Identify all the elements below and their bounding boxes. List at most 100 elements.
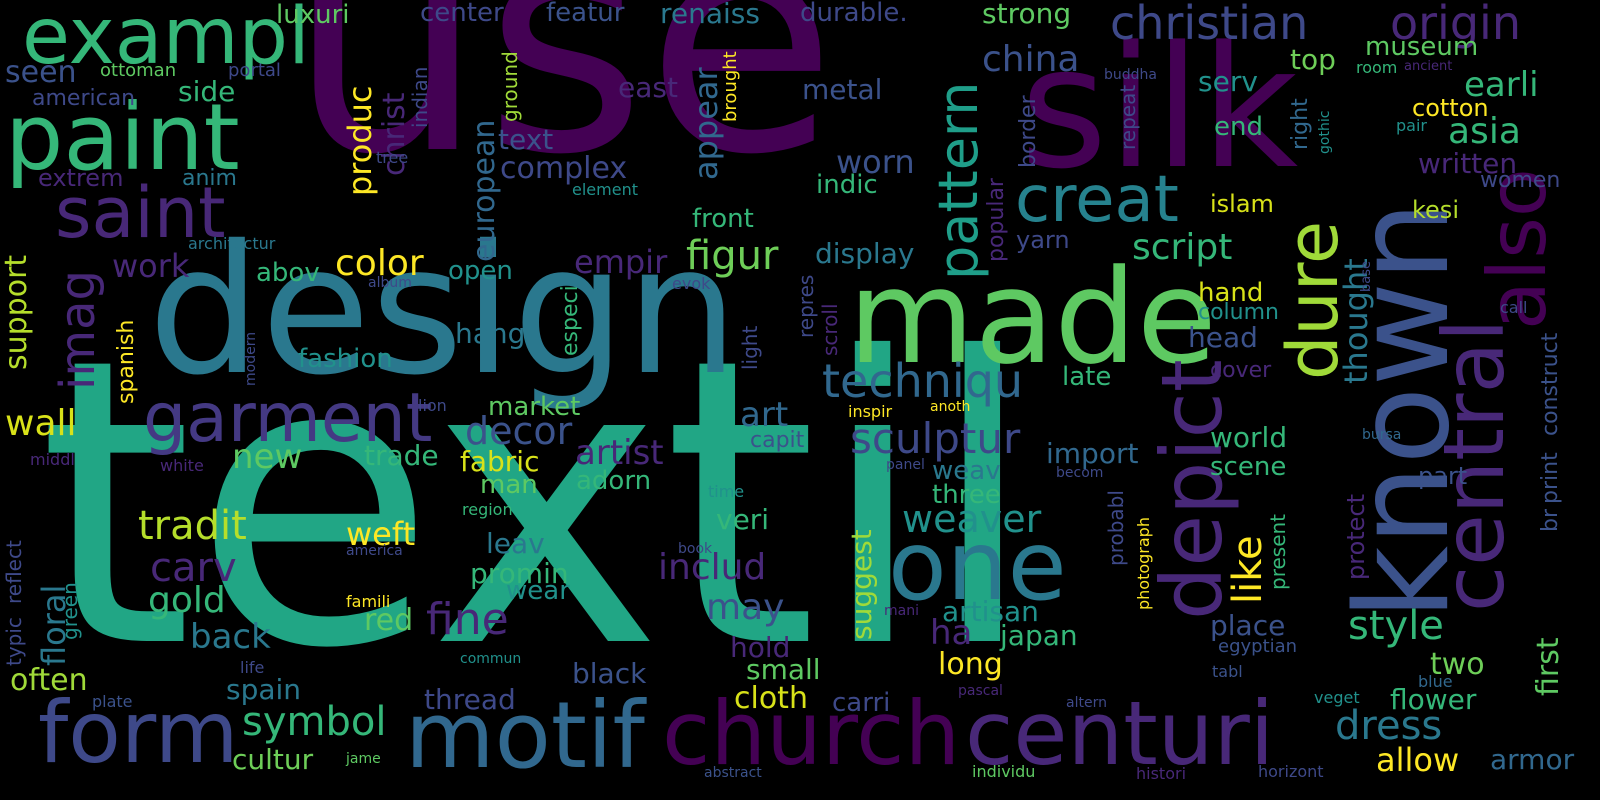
- word-market: market: [488, 392, 581, 422]
- word-hang: hang: [455, 317, 526, 350]
- word-american: american: [32, 86, 136, 111]
- word-figur: figur: [686, 233, 779, 279]
- word-region: region: [462, 500, 513, 519]
- word-islam: islam: [1210, 190, 1274, 218]
- word-weaver: weaver: [902, 497, 1042, 541]
- word-dress: dress: [1335, 703, 1443, 749]
- word-tradit: tradit: [138, 503, 247, 549]
- word-import: import: [1046, 437, 1139, 470]
- word-sculptur: sculptur: [850, 414, 1021, 463]
- word-pascal: pascal: [958, 683, 1003, 699]
- word-script: script: [1132, 227, 1233, 268]
- word-architectur: architectur: [188, 234, 276, 253]
- word-trade: trade: [364, 439, 439, 472]
- word-repres: repres: [794, 274, 818, 338]
- word-featur: featur: [546, 0, 625, 28]
- word-anim: anim: [182, 166, 237, 191]
- word-veri: veri: [716, 503, 770, 536]
- word-imag: imag: [50, 270, 106, 390]
- word-renaiss: renaiss: [660, 0, 760, 30]
- word-origin: origin: [1390, 0, 1521, 50]
- word-veget: veget: [1314, 688, 1360, 707]
- word-appear: appear: [687, 67, 725, 180]
- word-ground: ground: [498, 51, 522, 122]
- word-scene: scene: [1210, 452, 1287, 482]
- word-commun: commun: [460, 651, 522, 667]
- word-abov: abov: [256, 258, 320, 288]
- word-light: light: [738, 325, 762, 370]
- word-produc: produc: [341, 85, 379, 196]
- word-yarn: yarn: [1016, 226, 1070, 254]
- word-pair: pair: [1396, 116, 1427, 135]
- word-ha: ha: [930, 613, 973, 653]
- word-new: new: [232, 437, 303, 477]
- word-popular: popular: [984, 178, 1009, 262]
- word-construct: construct: [1538, 332, 1563, 436]
- word-depict: depict: [1143, 359, 1241, 620]
- word-church: church: [662, 682, 961, 785]
- word-artisan: artisan: [942, 595, 1039, 628]
- word-east: east: [618, 71, 678, 104]
- word-present: present: [1266, 513, 1290, 590]
- word-column: column: [1198, 300, 1279, 325]
- word-hand: hand: [1198, 278, 1264, 308]
- word-leav: leav: [486, 527, 545, 560]
- word-text: text: [498, 123, 554, 156]
- word-asia: asia: [1448, 111, 1521, 152]
- word-thread: thread: [424, 683, 516, 716]
- word-reflect: reflect: [2, 540, 26, 604]
- word-album: album: [368, 275, 412, 291]
- word-work: work: [112, 247, 190, 285]
- word-end: end: [1214, 112, 1263, 142]
- word-seen: seen: [5, 55, 77, 90]
- word-anoth: anoth: [930, 399, 971, 415]
- word-style: style: [1348, 603, 1444, 649]
- word-fine: fine: [426, 594, 509, 645]
- word-modern: modern: [243, 331, 259, 386]
- word-ottoman: ottoman: [100, 60, 177, 81]
- word-japan: japan: [1000, 619, 1078, 652]
- word-luxuri: luxuri: [276, 0, 350, 30]
- word-scroll: scroll: [818, 303, 842, 356]
- word-gothic: gothic: [1317, 110, 1333, 154]
- word-pattern: pattern: [927, 81, 990, 280]
- word-cloth: cloth: [734, 681, 808, 716]
- word-textil: textil: [38, 275, 1038, 735]
- word-art: art: [740, 395, 789, 435]
- word-flower: flower: [1390, 683, 1477, 716]
- word-like: like: [1225, 535, 1271, 604]
- word-worn: worn: [836, 143, 915, 181]
- word-carv: carv: [150, 545, 237, 591]
- word-top: top: [1290, 43, 1336, 76]
- word-made: made: [848, 241, 1217, 393]
- word-spanish: spanish: [114, 319, 139, 404]
- word-hold: hold: [730, 631, 791, 664]
- word-durable: durable.: [800, 0, 908, 28]
- word-small: small: [746, 653, 821, 686]
- word-part: part: [1418, 462, 1468, 490]
- word-mani: mani: [884, 603, 919, 619]
- word-cotton: cotton: [1412, 94, 1489, 122]
- word-promin: promin: [470, 557, 569, 590]
- word-carri: carri: [832, 688, 891, 718]
- word-middl: middl: [30, 450, 75, 469]
- word-bursa: bursa: [1362, 427, 1402, 443]
- word-form: form: [38, 683, 239, 783]
- word-spain: spain: [226, 673, 302, 706]
- word-plate: plate: [92, 692, 133, 711]
- word-one: one: [888, 510, 1067, 622]
- word-china: china: [982, 39, 1080, 80]
- word-women: women: [1480, 168, 1561, 193]
- word-serv: serv: [1198, 65, 1258, 98]
- word-abstract: abstract: [704, 765, 762, 781]
- word-brought: brought: [720, 51, 741, 122]
- word-white: white: [160, 456, 204, 475]
- word-evok: evok: [672, 274, 711, 293]
- word-individu: individu: [972, 762, 1036, 781]
- word-design: design: [148, 207, 739, 414]
- word-first: first: [1531, 637, 1566, 696]
- word-adorn: adorn: [576, 466, 652, 496]
- word-support: support: [0, 254, 34, 370]
- word-repeat: repeat: [1116, 84, 1140, 150]
- word-indian: indian: [408, 66, 432, 128]
